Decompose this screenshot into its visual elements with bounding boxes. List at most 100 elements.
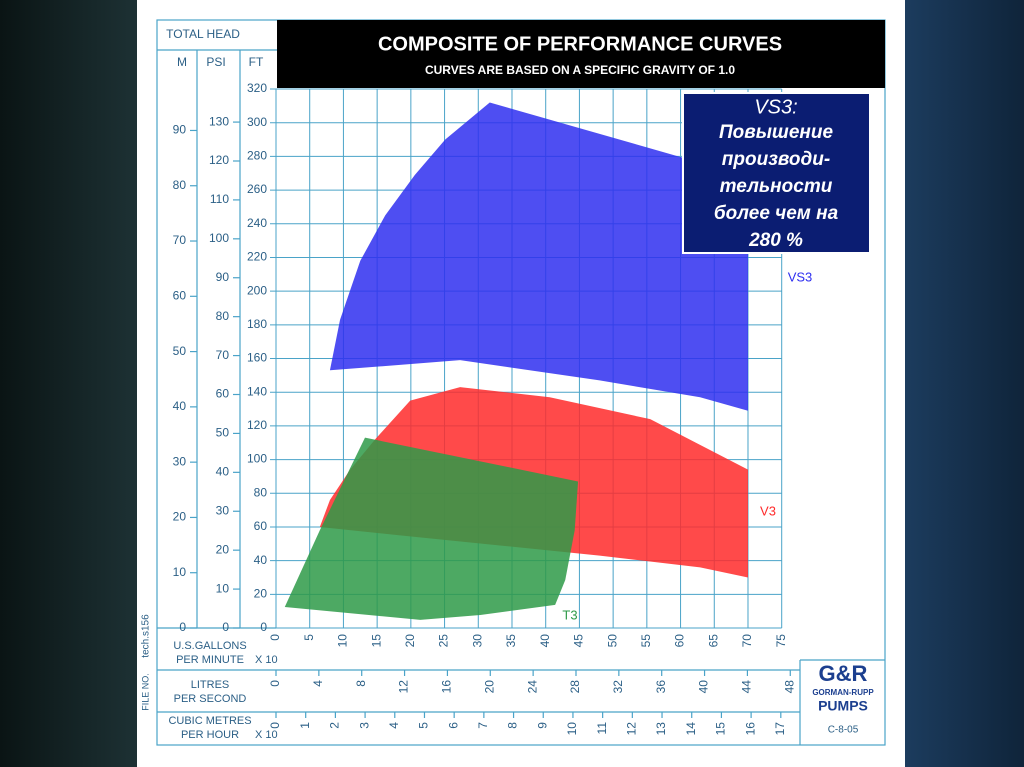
axis-header: M — [177, 55, 187, 69]
y-tick-label: 280 — [247, 149, 267, 163]
x-tick-label: 0 — [268, 634, 282, 641]
axis-tick-label: 40 — [173, 399, 187, 413]
axis-tick-label: 3 — [357, 722, 371, 729]
axis-tick-label: 7 — [476, 722, 490, 729]
axis-tick-label: 40 — [697, 680, 711, 694]
x-tick-label: 20 — [403, 634, 417, 648]
right-background — [905, 0, 1024, 767]
x-multiplier: X 10 — [255, 654, 278, 666]
x-tick-label: 40 — [538, 634, 552, 648]
x-tick-label: 50 — [605, 634, 619, 648]
axis-tick-label: 0 — [179, 620, 186, 634]
axis-tick-label: 20 — [216, 542, 230, 556]
brand-name: GORMAN-RUPP — [812, 688, 874, 697]
axis-tick-label: 0 — [222, 620, 229, 634]
axis-tick-label: 60 — [173, 288, 187, 302]
axis-tick-label: 36 — [654, 680, 668, 694]
y-header: TOTAL HEAD — [166, 27, 240, 41]
area-region — [284, 437, 579, 620]
y-tick-label: 40 — [254, 553, 268, 567]
axis-tick-label: 8 — [354, 680, 368, 687]
x-tick-label: 35 — [504, 634, 518, 648]
axis-tick-label: 32 — [611, 680, 625, 694]
y-tick-label: 180 — [247, 317, 267, 331]
chart-subtitle: CURVES ARE BASED ON A SPECIFIC GRAVITY O… — [425, 63, 735, 77]
axis-tick-label: 70 — [216, 348, 230, 362]
axis-tick-label: 70 — [173, 233, 187, 247]
callout-line: тельности — [720, 176, 833, 197]
series-label: T3 — [562, 607, 577, 622]
brand-mark: G&R — [819, 661, 868, 686]
axis-tick-label: 15 — [714, 722, 728, 736]
y-tick-label: 300 — [247, 115, 267, 129]
axis-label: CUBIC METRES — [168, 715, 251, 727]
y-tick-label: 120 — [247, 418, 267, 432]
y-tick-label: 240 — [247, 216, 267, 230]
axis-tick-label: 5 — [417, 722, 431, 729]
y-tick-label: 260 — [247, 182, 267, 196]
x-label: PER MINUTE — [176, 654, 244, 666]
axis-tick-label: 14 — [684, 722, 698, 736]
series-label: VS3 — [788, 269, 813, 284]
axis-multiplier: X 10 — [255, 729, 278, 741]
axis-tick-label: 13 — [654, 722, 668, 736]
axis-tick-label: 10 — [216, 581, 230, 595]
y-tick-label: 0 — [260, 620, 267, 634]
axis-tick-label: 10 — [565, 722, 579, 736]
axis-tick-label: 20 — [173, 510, 187, 524]
axis-tick-label: 11 — [595, 722, 609, 735]
axis-tick-label: 50 — [173, 344, 187, 358]
plot-areas — [284, 102, 748, 620]
x-tick-label: 25 — [437, 634, 451, 648]
y-tick-label: 100 — [247, 452, 267, 466]
axis-tick-label: 9 — [535, 722, 549, 729]
axis-tick-label: 17 — [773, 722, 787, 736]
axis-tick-label: 4 — [311, 680, 325, 687]
axis-tick-label: 2 — [328, 722, 342, 729]
callout-line: Повышение — [719, 122, 834, 143]
axis-header: FT — [249, 55, 264, 69]
x-tick-label: 75 — [774, 634, 788, 648]
axis-tick-label: 130 — [209, 114, 229, 128]
callout-title: VS3: — [754, 96, 797, 118]
axis-tick-label: 0 — [268, 722, 282, 729]
x-label: U.S.GALLONS — [173, 640, 246, 652]
axis-tick-label: 110 — [210, 192, 229, 206]
axis-tick-label: 80 — [173, 178, 187, 192]
y-tick-label: 20 — [254, 586, 268, 600]
axis-tick-label: 8 — [506, 722, 520, 729]
axis-label: LITRES — [191, 679, 230, 691]
axis-tick-label: 50 — [216, 426, 230, 440]
y-tick-label: 200 — [247, 283, 267, 297]
x-tick-label: 15 — [369, 634, 383, 648]
code-label: tech.s156 — [141, 614, 152, 658]
callout-line: более чем на — [714, 203, 839, 224]
y-tick-label: 80 — [254, 485, 268, 499]
file-label: FILE NO. — [140, 673, 150, 711]
axis-tick-label: 30 — [216, 503, 230, 517]
y-tick-label: 140 — [247, 384, 267, 398]
axis-tick-label: 100 — [209, 231, 229, 245]
x-tick-label: 65 — [706, 634, 720, 648]
axis-tick-label: 10 — [173, 565, 187, 579]
axis-tick-label: 20 — [482, 680, 496, 694]
axis-tick-label: 16 — [743, 722, 757, 736]
axis-tick-label: 4 — [387, 722, 401, 729]
y-tick-label: 320 — [247, 81, 267, 95]
chart-title: COMPOSITE OF PERFORMANCE CURVES — [378, 33, 782, 55]
axis-label: PER HOUR — [181, 729, 239, 741]
axis-tick-label: 6 — [446, 722, 460, 729]
callout-box — [682, 92, 871, 254]
x-tick-label: 30 — [470, 634, 484, 648]
axis-tick-label: 1 — [298, 722, 312, 729]
axis-label: PER SECOND — [174, 693, 247, 705]
axis-tick-label: 90 — [216, 270, 230, 284]
axis-tick-label: 120 — [209, 153, 229, 167]
x-tick-label: 70 — [740, 634, 754, 648]
drawing-number: C-8-05 — [828, 725, 859, 736]
axis-tick-label: 12 — [397, 680, 411, 694]
axis-tick-label: 28 — [568, 680, 582, 694]
axis-tick-label: 90 — [173, 123, 187, 137]
